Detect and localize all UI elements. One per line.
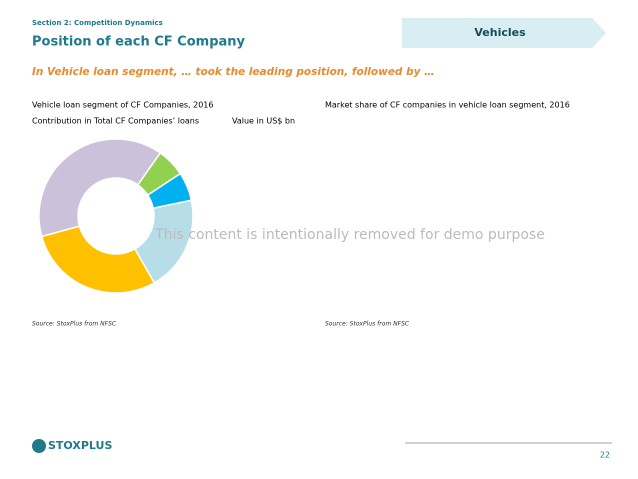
source: Source: StoxPlus from NFSC	[325, 321, 410, 328]
tab-shape	[402, 18, 606, 48]
slide-title: Position of each CF Company	[32, 35, 246, 50]
section-label: Section 2: Competition Dynamics	[32, 19, 163, 27]
unit-label: Value in US$ bn	[232, 117, 295, 126]
page-number: 22	[600, 451, 610, 460]
donut	[38, 138, 194, 294]
headline: In Vehicle loan segment, … took the lead…	[32, 66, 435, 78]
chart-subtitle: Contribution in Total CF Companies’ loan…	[32, 117, 199, 126]
source: Source: StoxPlus from NFSC	[32, 321, 117, 328]
donut-slice	[40, 225, 156, 294]
logo-icon	[32, 439, 46, 453]
watermark: This content is intentionally removed fo…	[154, 227, 545, 243]
donut-slice	[38, 138, 162, 238]
chart-title: Market share of CF companies in vehicle …	[325, 101, 570, 110]
tab-label: Vehicles	[474, 26, 526, 39]
chart-title: Vehicle loan segment of CF Companies, 20…	[32, 101, 213, 110]
logo: STOXPLUS	[48, 439, 112, 452]
